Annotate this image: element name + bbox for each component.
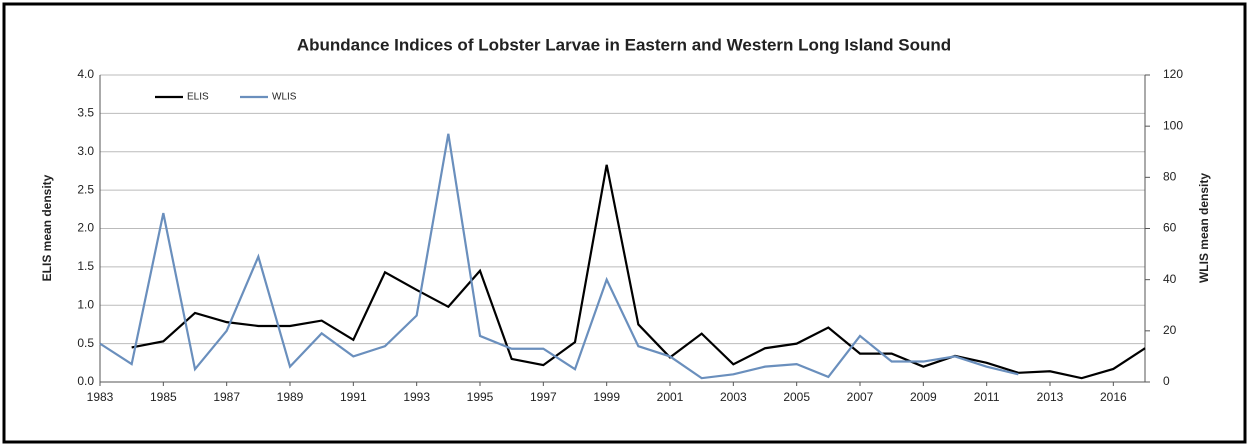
y-tick-label: 1.5: [77, 259, 94, 273]
y-tick-label: 3.5: [77, 106, 94, 120]
y2-tick-label: 60: [1163, 221, 1177, 235]
x-tick-label: 2011: [974, 390, 1000, 404]
y-tick-label: 2.0: [77, 221, 94, 235]
chart-title: Abundance Indices of Lobster Larvae in E…: [297, 35, 951, 54]
y2-tick-label: 20: [1163, 323, 1177, 337]
x-tick-label: 1993: [403, 390, 430, 404]
y-tick-label: 1.0: [77, 297, 94, 311]
x-tick-label: 1999: [593, 390, 620, 404]
x-tick-label: 1989: [277, 390, 304, 404]
x-tick-label: 2013: [1037, 390, 1064, 404]
y2-axis-title: WLIS mean density: [1197, 173, 1211, 283]
x-tick-label: 2001: [657, 390, 684, 404]
y-tick-label: 4.0: [77, 67, 94, 81]
x-tick-label: 2009: [910, 390, 937, 404]
series-line: [99, 133, 1019, 380]
y-tick-label: 0.5: [77, 336, 94, 350]
legend-label: ELIS: [187, 92, 209, 103]
x-tick-label: 1995: [467, 390, 494, 404]
y2-tick-label: 0: [1163, 374, 1170, 388]
x-tick-label: 1987: [213, 390, 240, 404]
y-tick-label: 0.0: [77, 374, 94, 388]
y2-tick-label: 80: [1163, 170, 1177, 184]
y2-tick-label: 100: [1163, 118, 1183, 132]
x-tick-label: 2007: [847, 390, 874, 404]
x-tick-label: 2005: [783, 390, 810, 404]
y2-tick-label: 120: [1163, 67, 1183, 81]
x-tick-label: 1991: [340, 390, 367, 404]
y-axis-title: ELIS mean density: [40, 174, 54, 281]
x-tick-label: 1997: [530, 390, 557, 404]
legend-label: WLIS: [272, 92, 297, 103]
x-tick-label: 2003: [720, 390, 747, 404]
x-tick-label: 1983: [87, 390, 114, 404]
y2-tick-label: 40: [1163, 272, 1177, 286]
x-tick-label: 2016: [1100, 390, 1127, 404]
y-tick-label: 3.0: [77, 144, 94, 158]
y-tick-label: 2.5: [77, 182, 94, 196]
x-tick-label: 1985: [150, 390, 177, 404]
series-line: [131, 164, 1146, 380]
